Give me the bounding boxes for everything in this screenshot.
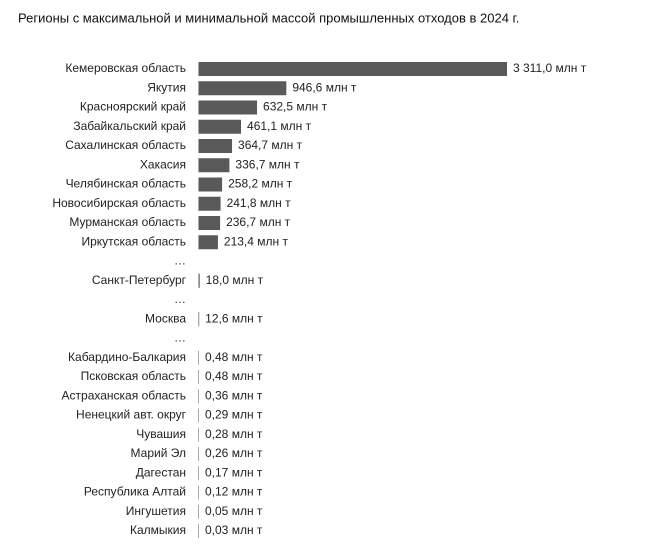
bar bbox=[198, 81, 287, 96]
category-label: Псковская область bbox=[81, 369, 186, 383]
category-label: Новосибирская область bbox=[52, 196, 186, 210]
category-label: Республика Алтай bbox=[84, 485, 186, 499]
bar bbox=[198, 100, 258, 115]
category-label: Кабардино-Балкария bbox=[68, 350, 186, 364]
category-label: Дагестан bbox=[136, 465, 186, 479]
bar bbox=[198, 235, 218, 250]
category-label: Кемеровская область bbox=[65, 61, 186, 75]
chart-title: Регионы с максимальной и минимальной мас… bbox=[18, 10, 519, 25]
category-label: Мурманская область bbox=[69, 215, 186, 229]
category-label: Ненецкий авт. округ bbox=[76, 408, 187, 422]
value-label: 0,03 млн т bbox=[205, 523, 263, 537]
category-label: Чувашия bbox=[136, 427, 186, 441]
value-label: 336,7 млн т bbox=[235, 157, 300, 171]
value-label: 0,29 млн т bbox=[205, 408, 263, 422]
value-label: 461,1 млн т bbox=[247, 119, 312, 133]
value-label: 0,48 млн т bbox=[205, 350, 263, 364]
bar bbox=[198, 196, 221, 211]
value-label: 0,28 млн т bbox=[205, 427, 263, 441]
value-label: 236,7 млн т bbox=[226, 215, 291, 229]
category-label: Ингушетия bbox=[126, 504, 186, 518]
bar bbox=[198, 119, 242, 134]
value-label: 632,5 млн т bbox=[263, 100, 328, 114]
value-label: 364,7 млн т bbox=[238, 138, 303, 152]
value-label: 12,6 млн т bbox=[205, 311, 263, 325]
value-label: 0,17 млн т bbox=[205, 465, 263, 479]
category-label: Москва bbox=[145, 311, 186, 325]
category-label: Якутия bbox=[147, 80, 186, 94]
category-label: Иркутская область bbox=[82, 234, 187, 248]
value-label: 0,12 млн т bbox=[205, 485, 263, 499]
category-label: Калмыкия bbox=[130, 523, 186, 537]
bar bbox=[198, 177, 223, 192]
category-label: Забайкальский край bbox=[73, 119, 186, 133]
value-label: 258,2 млн т bbox=[228, 177, 293, 191]
category-label: Марий Эл bbox=[131, 446, 186, 460]
bar bbox=[198, 158, 230, 173]
value-label: 0,36 млн т bbox=[205, 388, 263, 402]
value-label: 0,48 млн т bbox=[205, 369, 263, 383]
category-label: Санкт-Петербург bbox=[92, 273, 187, 287]
value-label: 0,05 млн т bbox=[205, 504, 263, 518]
bar bbox=[198, 62, 507, 76]
bar bbox=[198, 216, 221, 230]
category-label: … bbox=[174, 292, 186, 306]
category-label: … bbox=[174, 254, 186, 268]
category-label: … bbox=[174, 331, 186, 345]
value-label: 3 311,0 млн т bbox=[513, 61, 587, 75]
category-label: Хакасия bbox=[140, 157, 186, 171]
value-label: 0,26 млн т bbox=[205, 446, 263, 460]
bar bbox=[198, 139, 233, 153]
category-label: Красноярский край bbox=[80, 100, 186, 114]
value-label: 213,4 млн т bbox=[224, 234, 289, 248]
value-label: 241,8 млн т bbox=[227, 196, 292, 210]
value-label: 18,0 млн т bbox=[206, 273, 264, 287]
value-label: 946,6 млн т bbox=[292, 80, 357, 94]
category-label: Челябинская область bbox=[66, 177, 186, 191]
category-label: Астраханская область bbox=[62, 388, 186, 402]
category-label: Сахалинская область bbox=[65, 138, 186, 152]
